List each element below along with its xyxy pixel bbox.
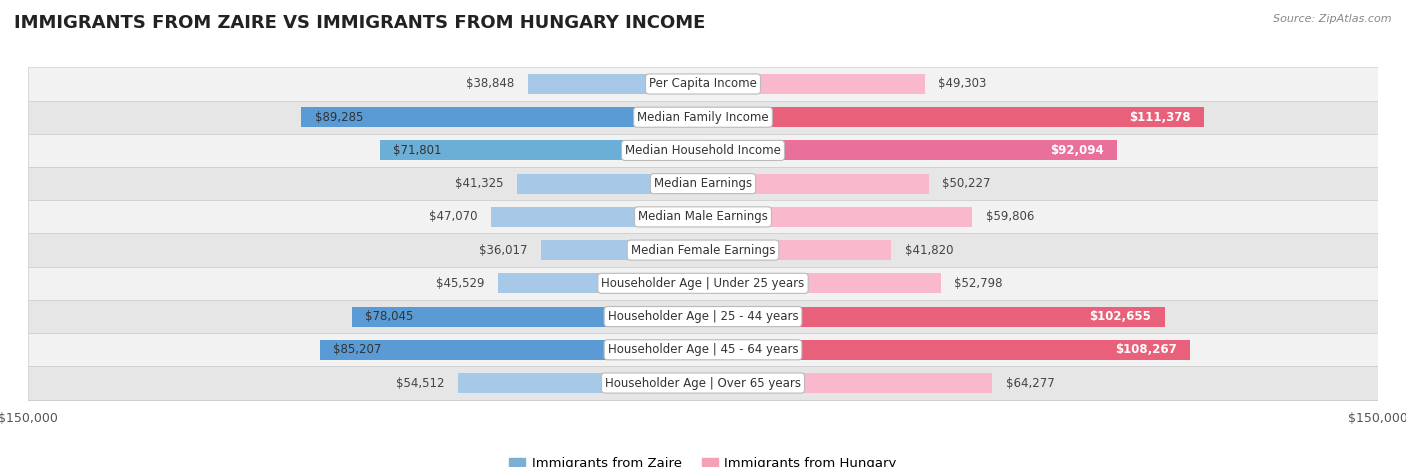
Text: $36,017: $36,017 [479,244,527,256]
Text: $111,378: $111,378 [1129,111,1191,124]
Bar [703,307,1164,326]
Text: $52,798: $52,798 [955,277,1002,290]
Bar [498,273,703,293]
Bar [491,207,703,227]
Bar [28,100,1378,134]
Text: Source: ZipAtlas.com: Source: ZipAtlas.com [1274,14,1392,24]
Bar [703,207,972,227]
Text: $85,207: $85,207 [333,343,381,356]
Bar [529,74,703,94]
Bar [703,273,941,293]
Bar [517,174,703,194]
Bar [703,141,1118,160]
Text: $50,227: $50,227 [942,177,991,190]
Bar [28,267,1378,300]
Bar [541,240,703,260]
Legend: Immigrants from Zaire, Immigrants from Hungary: Immigrants from Zaire, Immigrants from H… [505,452,901,467]
Bar [28,333,1378,367]
Text: Per Capita Income: Per Capita Income [650,78,756,91]
Text: $102,655: $102,655 [1090,310,1152,323]
Text: $45,529: $45,529 [436,277,485,290]
Text: $92,094: $92,094 [1050,144,1104,157]
Text: $78,045: $78,045 [366,310,413,323]
Text: $64,277: $64,277 [1005,376,1054,389]
Bar [703,107,1204,127]
Bar [28,300,1378,333]
Bar [28,234,1378,267]
Text: $47,070: $47,070 [429,211,478,223]
Bar [28,134,1378,167]
Bar [703,373,993,393]
Bar [703,240,891,260]
Text: $38,848: $38,848 [467,78,515,91]
Bar [703,174,929,194]
Text: $41,820: $41,820 [904,244,953,256]
Bar [380,141,703,160]
Text: $49,303: $49,303 [938,78,987,91]
Text: $89,285: $89,285 [315,111,363,124]
Text: Householder Age | 25 - 44 years: Householder Age | 25 - 44 years [607,310,799,323]
Bar [28,367,1378,400]
Text: Median Earnings: Median Earnings [654,177,752,190]
Text: Householder Age | Under 25 years: Householder Age | Under 25 years [602,277,804,290]
Bar [703,74,925,94]
Bar [301,107,703,127]
Text: $108,267: $108,267 [1115,343,1177,356]
Text: Median Female Earnings: Median Female Earnings [631,244,775,256]
Text: Householder Age | 45 - 64 years: Householder Age | 45 - 64 years [607,343,799,356]
Text: $41,325: $41,325 [456,177,503,190]
Bar [703,340,1189,360]
Text: Median Family Income: Median Family Income [637,111,769,124]
Text: Median Male Earnings: Median Male Earnings [638,211,768,223]
Text: Householder Age | Over 65 years: Householder Age | Over 65 years [605,376,801,389]
Bar [458,373,703,393]
Bar [352,307,703,326]
Text: Median Household Income: Median Household Income [626,144,780,157]
Bar [28,67,1378,100]
Text: IMMIGRANTS FROM ZAIRE VS IMMIGRANTS FROM HUNGARY INCOME: IMMIGRANTS FROM ZAIRE VS IMMIGRANTS FROM… [14,14,706,32]
Bar [319,340,703,360]
Bar [28,200,1378,234]
Text: $71,801: $71,801 [394,144,441,157]
Text: $54,512: $54,512 [395,376,444,389]
Bar [28,167,1378,200]
Text: $59,806: $59,806 [986,211,1033,223]
